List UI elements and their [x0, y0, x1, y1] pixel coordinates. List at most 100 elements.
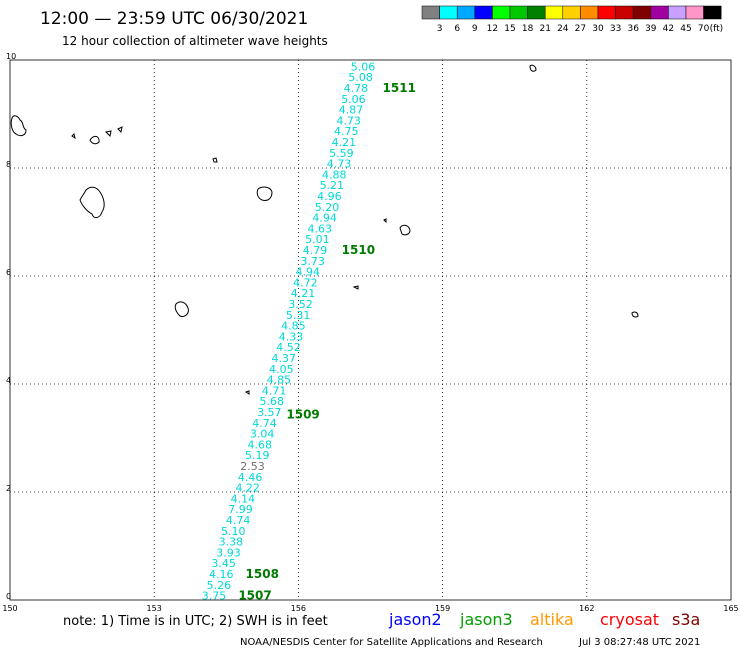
scale-unit-label: (ft): [710, 24, 724, 34]
swh-observation-label: 4.88: [322, 168, 347, 181]
swh-observation-label: 4.94: [296, 266, 321, 279]
swh-observation-label: 4.87: [339, 104, 364, 117]
lon-tick-label: 159: [435, 604, 450, 613]
lat-tick-label: 0: [6, 592, 11, 601]
scale-swatch: [509, 5, 528, 20]
map-frame: [9, 59, 732, 601]
island-outline: [71, 133, 76, 140]
scale-tick-label: 42: [663, 24, 674, 34]
scale-tick-label: 18: [522, 24, 534, 34]
swh-observation-label: 5.31: [286, 309, 311, 322]
island-outline: [79, 186, 105, 219]
satellite-legend-jason3: jason3: [459, 610, 513, 629]
swh-observation-label: 5.68: [259, 395, 284, 408]
scale-tick-label: 12: [487, 24, 498, 34]
island-outline: [89, 135, 100, 145]
scale-tick-label: 30: [592, 24, 604, 34]
swh-observation-label: 4.21: [332, 136, 357, 149]
scale-swatch: [421, 5, 440, 20]
swh-observation-label: 4.96: [317, 190, 342, 203]
swh-observation-label: 4.73: [336, 114, 361, 127]
scale-tick-label: 36: [627, 24, 639, 34]
lat-tick-label: 4: [6, 376, 11, 385]
swh-observation-label: 4.94: [312, 212, 337, 225]
swh-observation-label: 2.53: [240, 460, 265, 473]
lon-tick-label: 165: [723, 604, 738, 613]
pass-number-label: 1511: [383, 81, 416, 95]
axis-tick-labels: 150 153 156 159 162 165 0 2 4 6 8 10: [2, 52, 738, 613]
scale-swatch: [580, 5, 599, 20]
swh-observation-label: 4.85: [281, 320, 306, 333]
map-subtitle: 12 hour collection of altimeter wave hei…: [62, 34, 328, 48]
scale-tick-label: 45: [680, 24, 691, 34]
island-outline: [383, 218, 387, 224]
swh-observation-label: 4.21: [291, 287, 316, 300]
island-outlines: [10, 64, 639, 395]
lat-tick-label: 6: [6, 268, 11, 277]
swh-observation-label: 4.85: [267, 374, 292, 387]
swh-observation-label: 5.59: [329, 147, 354, 160]
scale-tick-label: 33: [610, 24, 621, 34]
swh-observation-label: 4.75: [334, 125, 359, 138]
swh-observation-label: 5.21: [320, 179, 345, 192]
lat-tick-label: 10: [6, 52, 16, 61]
satellite-legend-jason2: jason2: [388, 610, 442, 629]
scale-swatch: [474, 5, 493, 20]
island-outline: [529, 64, 537, 72]
footer-credit: NOAA/NESDIS Center for Satellite Applica…: [240, 637, 543, 648]
swh-observation-label: 5.19: [245, 449, 270, 462]
swh-observation-label: 4.73: [327, 158, 352, 171]
scale-tick-label: 27: [575, 24, 586, 34]
swh-observation-label: 5.01: [305, 233, 330, 246]
lon-tick-label: 162: [579, 604, 594, 613]
pass-number-label: 1510: [342, 243, 375, 257]
swh-observation-label: 3.57: [257, 406, 282, 419]
swh-observation-label: 4.79: [303, 244, 328, 257]
scale-tick-label: 9: [472, 24, 478, 34]
satellite-legend-altika: altika: [530, 610, 574, 629]
swh-observation-label: 4.33: [279, 330, 304, 343]
color-scale-legend: 3 6 9 12 15 18 21 24 27 30 33 36 39 42 45 70 (ft): [421, 5, 724, 34]
island-outline: [212, 157, 218, 163]
graticule: [10, 60, 731, 600]
satellite-legend-cryosat: cryosat: [600, 610, 659, 629]
swh-observation-label: 4.05: [269, 363, 294, 376]
swh-observation-label: 4.68: [247, 438, 272, 451]
lon-tick-label: 150: [2, 604, 17, 613]
scale-tick-label: 15: [504, 24, 515, 34]
satellite-legend: jason2 jason3 altika cryosat s3a: [388, 610, 700, 629]
swh-observation-label: 3.04: [250, 428, 275, 441]
scale-swatch: [597, 5, 616, 20]
swh-observation-label: 4.14: [231, 492, 256, 505]
scale-swatch: [492, 5, 511, 20]
island-outline: [244, 390, 250, 395]
swh-observation-label: 7.99: [228, 503, 253, 516]
lat-tick-label: 8: [6, 160, 11, 169]
scale-swatch: [456, 5, 476, 20]
pass-number-label: 1507: [238, 589, 271, 603]
swh-observation-label: 5.26: [207, 579, 232, 592]
map-title: 12:00 — 23:59 UTC 06/30/2021: [40, 9, 308, 29]
footer-note: note: 1) Time is in UTC; 2) SWH is in fe…: [63, 614, 328, 629]
swh-observations: 5.065.084.785.064.874.734.754.215.594.73…: [202, 60, 376, 602]
scale-swatch: [439, 5, 458, 20]
swh-observation-label: 5.08: [348, 71, 373, 84]
swh-observation-label: 4.37: [271, 352, 296, 365]
scale-swatch: [527, 5, 546, 20]
island-outline: [352, 285, 359, 290]
swh-observation-label: 5.06: [351, 60, 376, 73]
scale-swatch: [668, 5, 687, 20]
swh-observation-label: 4.16: [209, 568, 234, 581]
swh-observation-label: 3.75: [202, 590, 227, 603]
scale-tick-label: 6: [454, 24, 460, 34]
swh-observation-label: 4.22: [235, 482, 260, 495]
swh-observation-label: 4.46: [238, 471, 263, 484]
swh-observation-label: 3.45: [211, 557, 236, 570]
pass-number-label: 1509: [286, 408, 319, 422]
swh-observation-label: 4.63: [308, 222, 333, 235]
scale-tick-label: 24: [557, 24, 569, 34]
satellite-legend-s3a: s3a: [672, 610, 700, 629]
swh-observation-label: 4.52: [276, 341, 301, 354]
swh-observation-label: 4.78: [344, 82, 369, 95]
